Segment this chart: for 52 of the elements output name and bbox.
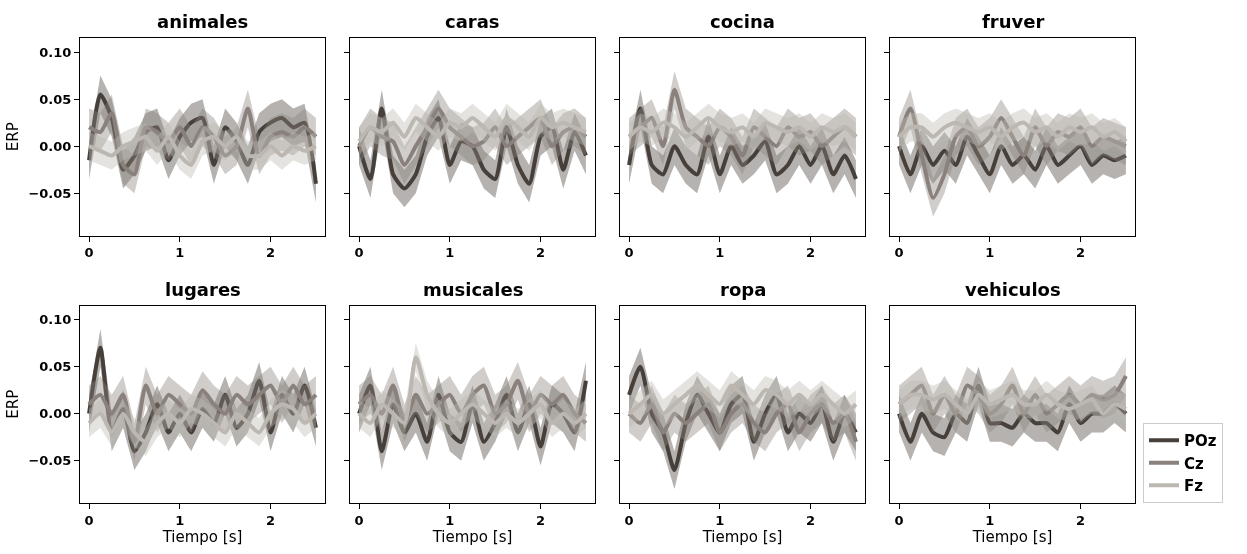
chart-title: cocina	[710, 11, 775, 32]
x-tick-label: 1	[715, 245, 725, 261]
y-tick-label: 0.05	[39, 359, 72, 375]
y-tick-label: 0.05	[39, 91, 72, 107]
x-tick-label: 0	[894, 512, 904, 528]
x-tick-label: 1	[175, 245, 185, 261]
x-tick-label: 2	[1076, 245, 1086, 261]
x-axis-title: Tiempo [s]	[161, 527, 243, 546]
chart-title: ropa	[720, 279, 767, 300]
x-tick-label: 2	[806, 512, 816, 528]
x-tick-label: 2	[806, 245, 816, 261]
line-series	[87, 106, 318, 177]
y-tick-label: −0.05	[28, 453, 72, 469]
legend-label: Cz	[1184, 454, 1205, 473]
y-tick-label: 0.10	[39, 312, 72, 328]
x-tick-label: 2	[266, 245, 276, 261]
x-tick-label: 0	[84, 512, 94, 528]
x-tick-label: 1	[985, 512, 995, 528]
line-series	[87, 134, 318, 167]
x-tick-label: 1	[445, 512, 455, 528]
legend-label: Fz	[1184, 477, 1204, 496]
chart-title: fruver	[982, 11, 1045, 32]
legend-label: POz	[1184, 432, 1217, 451]
line-series	[87, 383, 318, 444]
x-tick-label: 2	[1076, 512, 1086, 528]
x-tick-label: 2	[266, 512, 276, 528]
x-tick-label: 2	[536, 512, 546, 528]
chart-title: animales	[157, 11, 249, 32]
chart-title: vehiculos	[965, 279, 1061, 300]
x-tick-label: 0	[624, 245, 634, 261]
y-tick-label: 0.00	[39, 406, 72, 422]
chart-title: lugares	[165, 279, 241, 300]
x-tick-label: 1	[985, 245, 995, 261]
x-tick-label: 0	[354, 245, 364, 261]
chart-title: musicales	[423, 279, 524, 300]
chart-title: caras	[445, 11, 500, 32]
x-tick-label: 2	[536, 245, 546, 261]
y-tick-label: 0.10	[39, 44, 72, 60]
x-tick-label: 1	[175, 512, 185, 528]
x-axis-title: Tiempo [s]	[431, 527, 513, 546]
x-tick-label: 1	[445, 245, 455, 261]
y-tick-label: 0.00	[39, 138, 72, 154]
y-axis-title: ERP	[3, 389, 22, 419]
x-tick-label: 0	[354, 512, 364, 528]
x-tick-label: 0	[894, 245, 904, 261]
y-tick-label: −0.05	[28, 185, 72, 201]
x-tick-label: 1	[715, 512, 725, 528]
y-axis-title: ERP	[3, 122, 22, 152]
x-axis-title: Tiempo [s]	[971, 527, 1053, 546]
x-axis-title: Tiempo [s]	[701, 527, 783, 546]
x-tick-label: 0	[84, 245, 94, 261]
x-tick-label: 0	[624, 512, 634, 528]
